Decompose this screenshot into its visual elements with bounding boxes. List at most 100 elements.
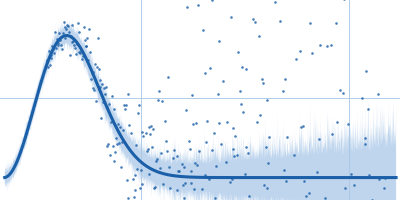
Point [317,43,323,46]
Point [234,154,240,157]
Point [382,177,388,180]
Point [132,173,139,176]
Point [96,85,103,88]
Point [149,146,155,149]
Point [124,178,130,182]
Point [213,165,219,168]
Point [254,120,260,124]
Point [173,155,180,158]
Point [54,37,60,40]
Point [242,173,248,176]
Point [264,98,270,101]
Point [281,168,287,172]
Point [53,46,59,49]
Point [126,123,132,126]
Point [135,112,141,115]
Point [234,51,241,54]
Point [108,120,114,124]
Point [280,89,286,92]
Point [260,81,266,84]
Point [122,108,128,111]
Point [256,35,262,38]
Point [166,165,172,168]
Point [47,56,54,59]
Point [71,43,77,47]
Point [245,151,252,154]
Point [94,65,100,68]
Point [365,108,371,111]
Point [176,169,182,172]
Point [80,55,86,58]
Point [362,136,369,139]
Point [156,90,162,93]
Point [110,159,117,162]
Point [48,54,55,57]
Point [85,59,91,62]
Point [152,185,158,189]
Point [157,167,163,170]
Point [252,20,258,23]
Point [276,19,283,23]
Point [76,50,83,54]
Point [155,99,161,102]
Point [196,150,202,153]
Point [55,43,62,46]
Point [171,149,177,152]
Point [74,21,81,24]
Point [204,119,210,122]
Point [134,167,140,170]
Point [194,164,200,167]
Point [110,145,116,148]
Point [215,40,222,43]
Point [163,139,169,142]
Point [297,49,303,53]
Point [75,31,82,34]
Point [46,64,53,67]
Point [283,179,289,183]
Point [45,65,51,68]
Point [223,160,230,164]
Point [375,177,382,180]
Point [324,45,330,48]
Point [56,31,62,34]
Point [228,15,234,19]
Point [74,43,80,46]
Point [147,133,154,136]
Point [78,49,84,52]
Point [212,196,218,199]
Point [106,103,112,106]
Point [261,184,267,187]
Point [57,39,63,42]
Point [52,31,58,34]
Point [115,123,121,126]
Point [72,47,78,50]
Point [124,197,131,200]
Point [363,69,370,73]
Point [46,49,52,53]
Point [130,178,136,181]
Point [218,143,224,146]
Point [108,94,115,98]
Point [238,103,244,106]
Point [98,116,104,119]
Point [91,89,98,92]
Point [140,134,146,138]
Point [284,135,290,138]
Point [102,92,108,95]
Point [239,65,245,69]
Point [87,50,93,54]
Point [301,179,308,182]
Point [116,142,122,145]
Point [88,78,94,81]
Point [148,125,154,128]
Point [65,24,71,28]
Point [351,183,357,186]
Point [97,79,104,82]
Point [80,25,87,28]
Point [77,52,84,55]
Point [122,103,129,107]
Point [112,150,118,153]
Point [332,21,339,25]
Point [68,34,74,38]
Point [94,37,101,40]
